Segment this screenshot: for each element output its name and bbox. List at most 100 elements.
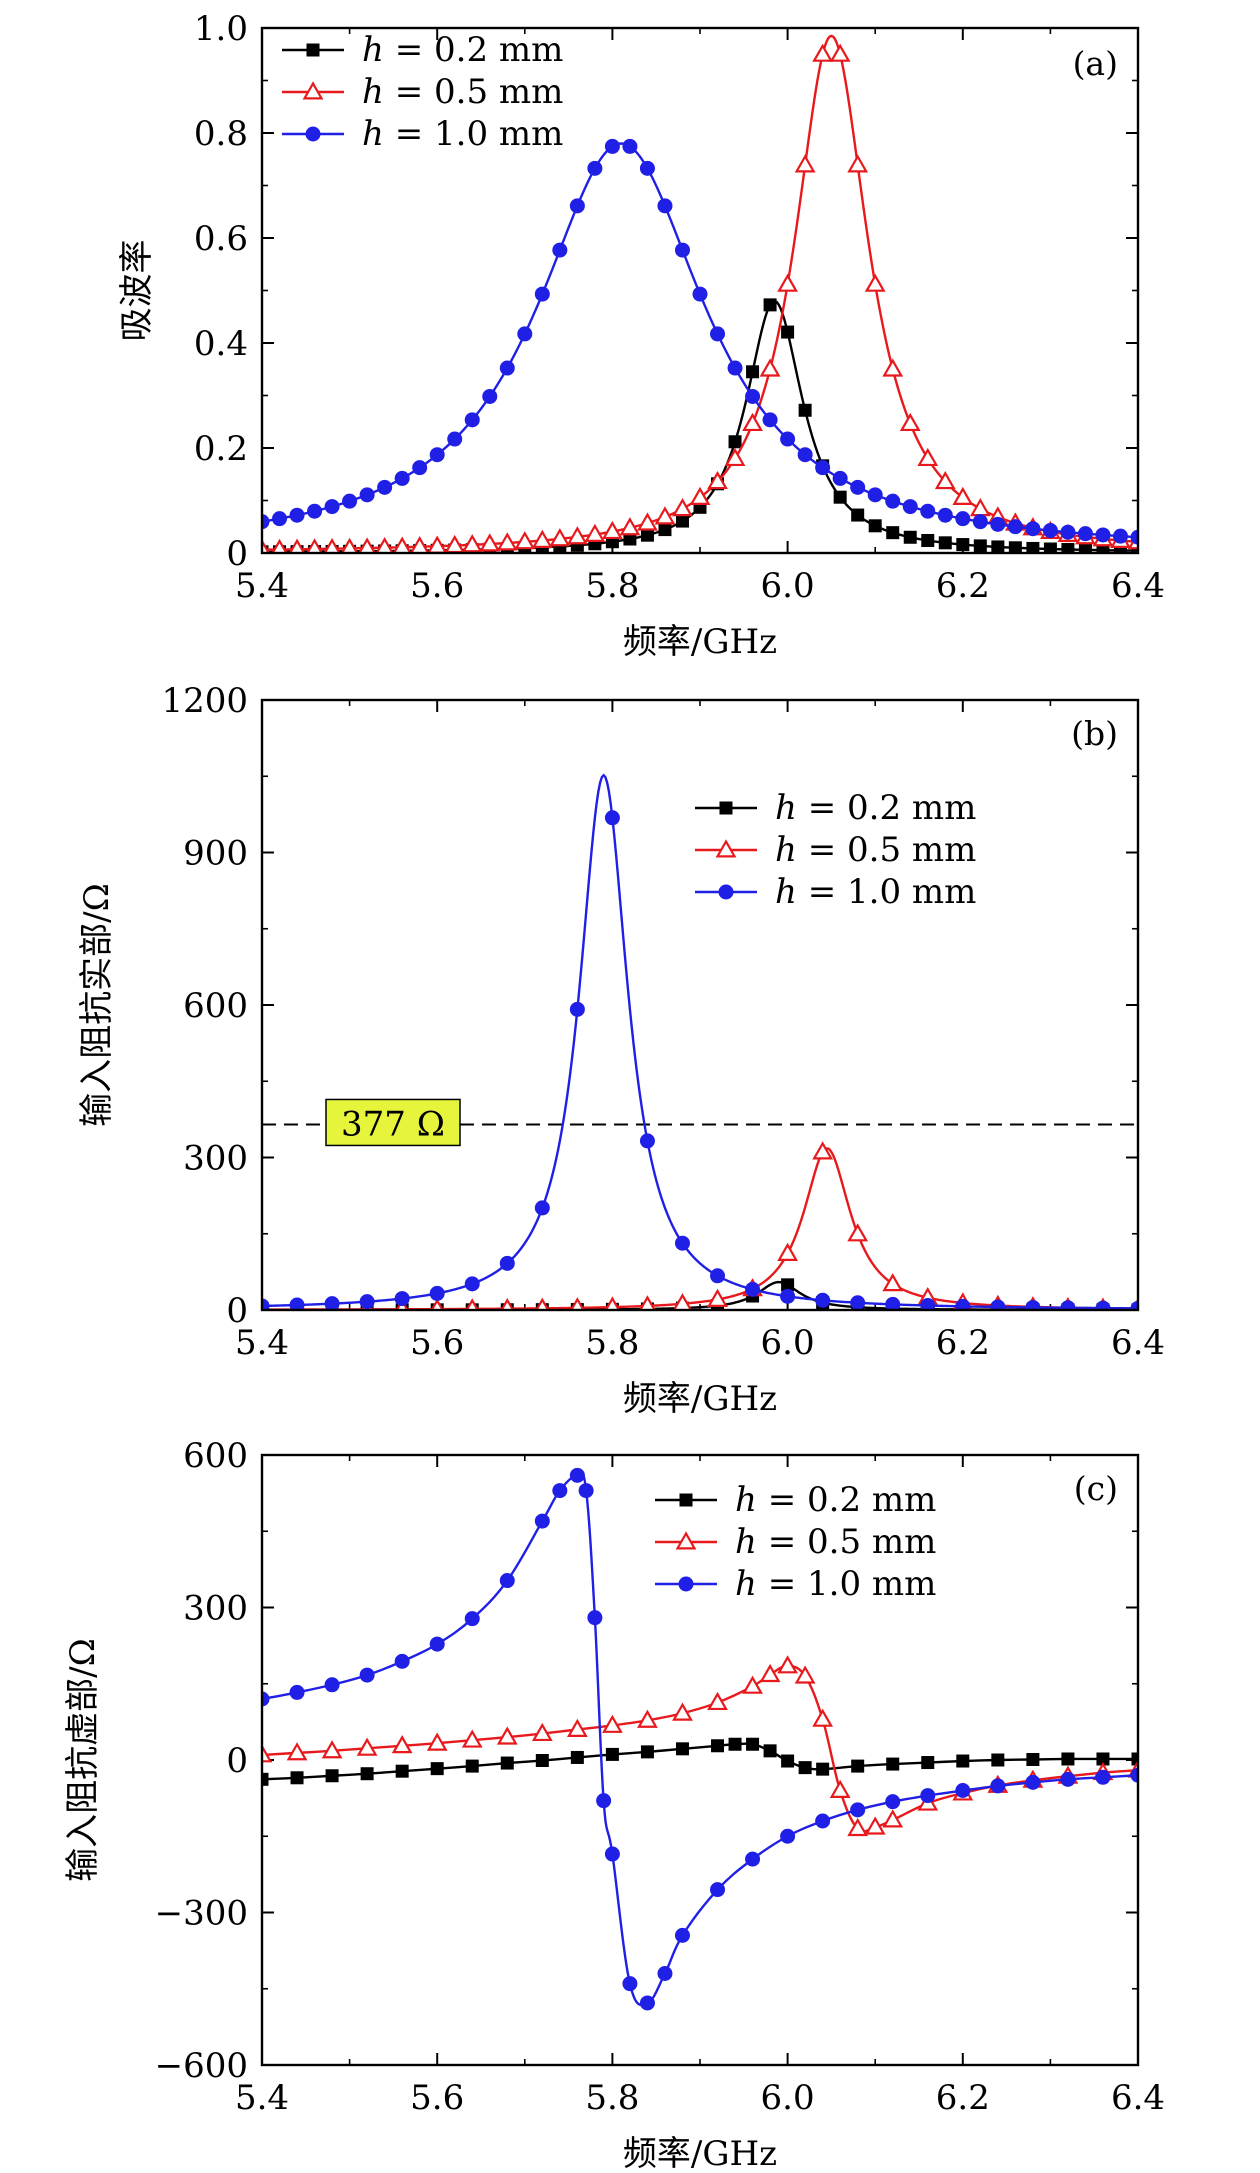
- legend-label: h = 0.2 mm: [362, 30, 563, 70]
- series-line: [262, 1147, 1138, 1310]
- data-point: [777, 1242, 798, 1261]
- legend-marker: [305, 126, 321, 142]
- data-point: [604, 810, 620, 826]
- data-point: [832, 470, 848, 486]
- data-point: [289, 1684, 305, 1700]
- data-point: [864, 273, 886, 292]
- x-tick-label: 5.6: [410, 1323, 464, 1363]
- data-point: [1061, 1752, 1075, 1766]
- data-point: [885, 493, 901, 509]
- data-point: [920, 503, 936, 519]
- data-point: [570, 1297, 585, 1310]
- data-point: [1112, 528, 1128, 544]
- data-point: [307, 503, 323, 519]
- plot-frame: [260, 26, 1140, 555]
- data-point: [886, 526, 900, 540]
- data-point: [851, 1759, 865, 1773]
- data-point: [917, 447, 939, 467]
- x-tick-label: 5.8: [585, 1323, 639, 1363]
- data-point: [672, 1293, 693, 1310]
- data-point: [1060, 1771, 1076, 1787]
- data-point: [675, 1742, 689, 1756]
- x-tick-label: 6.4: [1111, 1323, 1165, 1363]
- data-point: [794, 1665, 816, 1684]
- y-tick-label: 600: [183, 986, 248, 1026]
- y-tick-label: −600: [155, 2046, 248, 2086]
- data-point: [394, 1291, 410, 1307]
- panel-tag: (c): [1074, 1469, 1118, 1508]
- legend-label: h = 1.0 mm: [775, 872, 976, 912]
- data-point: [500, 1297, 515, 1310]
- data-point: [672, 498, 693, 517]
- data-point: [429, 1636, 445, 1652]
- data-point: [356, 1737, 378, 1756]
- data-point: [461, 1729, 483, 1748]
- data-point: [604, 1296, 621, 1310]
- data-point: [496, 1726, 518, 1745]
- data-point: [847, 1817, 869, 1837]
- data-point: [324, 1296, 340, 1310]
- data-point: [517, 326, 533, 342]
- data-point: [780, 1828, 796, 1844]
- y-tick-label: 300: [183, 1589, 248, 1629]
- legend-entry: h = 0.2 mm: [695, 788, 976, 828]
- data-point: [937, 507, 953, 523]
- y-axis-label: 输入阻抗实部/Ω: [77, 883, 117, 1127]
- data-point: [429, 1285, 445, 1301]
- data-point: [1077, 526, 1093, 542]
- data-point: [899, 412, 921, 432]
- x-tick-label: 6.2: [936, 2078, 990, 2118]
- data-point: [640, 1745, 654, 1759]
- data-point: [657, 198, 673, 214]
- series-group: [262, 773, 1138, 1310]
- x-tick-label: 5.4: [235, 566, 289, 606]
- y-tick-label: 0: [226, 534, 248, 574]
- x-tick-label: 5.4: [235, 1323, 289, 1363]
- data-point: [534, 286, 550, 302]
- data-point: [746, 1737, 760, 1751]
- data-point: [262, 514, 270, 530]
- data-point: [675, 514, 689, 528]
- data-point: [409, 536, 430, 553]
- data-point: [990, 1299, 1006, 1310]
- data-point: [956, 538, 970, 552]
- data-point: [794, 154, 816, 173]
- data-point: [1042, 523, 1058, 539]
- series-0.2mm: [262, 298, 1138, 553]
- data-point: [324, 499, 340, 515]
- data-point: [358, 537, 377, 553]
- x-tick-label: 6.0: [761, 566, 815, 606]
- legend-marker: [675, 1531, 697, 1550]
- data-point: [549, 528, 571, 547]
- data-point: [902, 499, 918, 515]
- series-0.5mm: [262, 34, 1138, 553]
- data-point: [306, 538, 323, 553]
- series-1.0mm: [262, 138, 1138, 545]
- data-point: [991, 540, 1005, 553]
- data-point: [482, 388, 498, 404]
- data-point: [566, 1718, 588, 1737]
- data-point: [1060, 1300, 1076, 1310]
- data-point: [637, 512, 658, 531]
- data-point: [392, 536, 412, 553]
- data-point: [674, 1235, 690, 1251]
- data-point: [759, 358, 781, 377]
- data-point: [359, 487, 375, 503]
- data-point: [638, 1295, 656, 1310]
- data-point: [465, 1759, 479, 1773]
- data-point: [286, 1742, 308, 1761]
- data-point: [781, 325, 795, 339]
- data-point: [447, 431, 463, 447]
- data-point: [566, 526, 588, 545]
- data-point: [1025, 521, 1041, 537]
- y-tick-label: 900: [183, 834, 248, 874]
- data-point: [724, 447, 746, 467]
- legend: h = 0.2 mmh = 0.5 mmh = 1.0 mm: [655, 1480, 936, 1604]
- data-point: [619, 517, 641, 536]
- data-point: [395, 1764, 409, 1778]
- data-point: [1061, 542, 1075, 553]
- data-point: [1026, 1752, 1040, 1766]
- data-point: [1060, 524, 1076, 540]
- data-point: [604, 138, 620, 154]
- legend-marker: [719, 801, 733, 815]
